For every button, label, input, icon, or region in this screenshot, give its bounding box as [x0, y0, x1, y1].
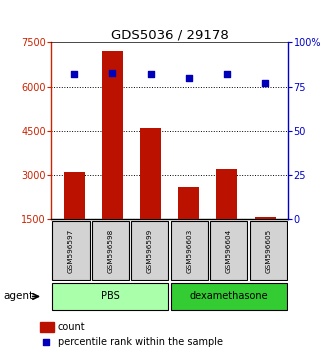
Bar	[53, 283, 168, 310]
Point	[186, 75, 191, 81]
Title: GDS5036 / 29178: GDS5036 / 29178	[111, 28, 228, 41]
Point	[110, 70, 115, 75]
Point	[262, 80, 268, 86]
Text: percentile rank within the sample: percentile rank within the sample	[58, 337, 222, 348]
Text: count: count	[58, 322, 85, 332]
Bar	[53, 221, 90, 280]
Text: agent: agent	[3, 291, 33, 302]
Bar	[255, 217, 276, 219]
Text: GSM596598: GSM596598	[108, 228, 114, 273]
Bar	[178, 187, 199, 219]
Text: PBS: PBS	[101, 291, 120, 302]
Bar	[250, 221, 287, 280]
Bar	[171, 221, 208, 280]
Bar	[216, 169, 237, 219]
Bar	[210, 221, 247, 280]
Bar	[131, 221, 168, 280]
Bar	[140, 128, 161, 219]
Text: dexamethasone: dexamethasone	[189, 291, 268, 302]
Bar	[171, 283, 287, 310]
Text: GSM596599: GSM596599	[147, 228, 153, 273]
Point	[71, 72, 77, 77]
Text: GSM596604: GSM596604	[226, 228, 232, 273]
Point	[224, 72, 229, 77]
Point	[43, 340, 49, 346]
Text: GSM596597: GSM596597	[68, 228, 74, 273]
Bar	[102, 51, 123, 219]
Bar	[64, 172, 85, 219]
Text: GSM596605: GSM596605	[265, 228, 271, 273]
Text: GSM596603: GSM596603	[186, 228, 192, 273]
Point	[148, 72, 153, 77]
Bar	[40, 322, 54, 332]
Bar	[92, 221, 129, 280]
